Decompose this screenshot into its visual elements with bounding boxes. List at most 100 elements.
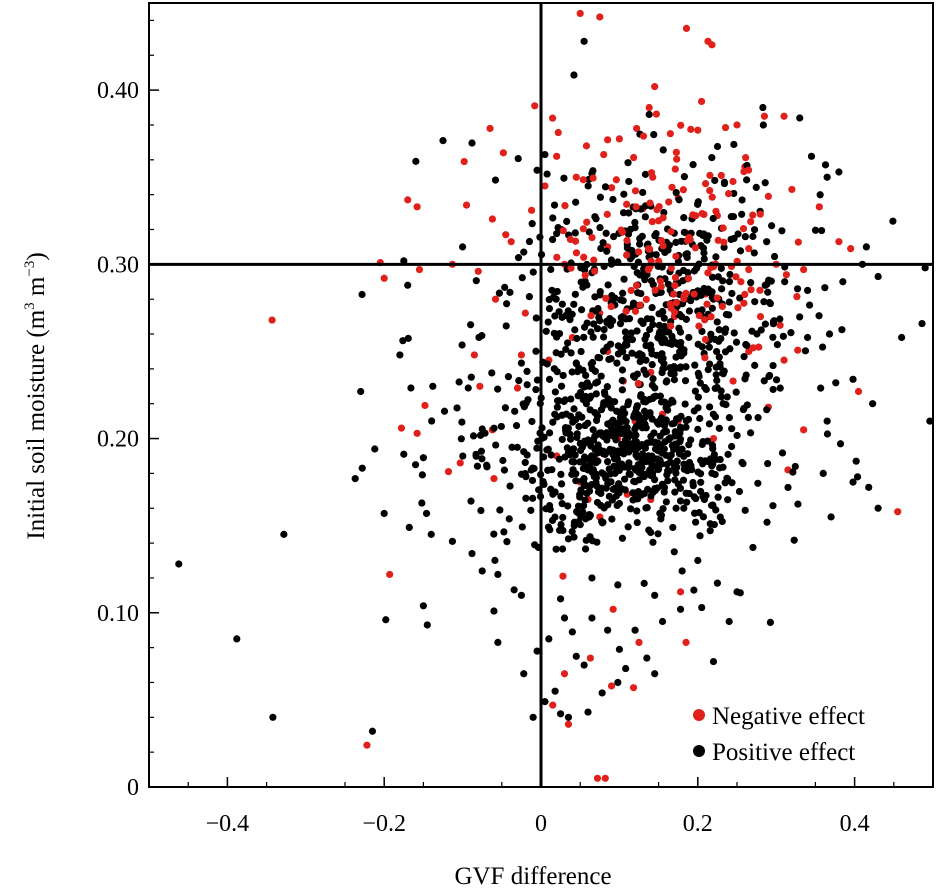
positive-effect-point [819, 343, 827, 351]
positive-effect-point [558, 545, 567, 553]
positive-effect-point [467, 497, 475, 505]
positive-effect-point [623, 338, 631, 346]
positive-effect-point [705, 420, 713, 428]
positive-effect-point [708, 273, 717, 281]
x-tick-label: 0.4 [840, 811, 870, 837]
positive-effect-point [548, 466, 556, 474]
positive-effect-point [649, 375, 657, 383]
positive-effect-point [515, 376, 523, 385]
positive-effect-point [823, 417, 831, 425]
negative-effect-point [747, 286, 755, 294]
positive-effect-point [558, 500, 566, 508]
positive-effect-point [684, 269, 692, 277]
positive-effect-point [670, 370, 678, 378]
positive-effect-point [280, 530, 288, 538]
positive-effect-point [720, 367, 728, 375]
positive-effect-point [680, 346, 688, 354]
positive-effect-point [663, 460, 671, 469]
negative-effect-point [553, 253, 561, 261]
negative-effect-point [704, 269, 712, 277]
negative-effect-point [502, 231, 510, 239]
negative-effect-point [490, 475, 498, 483]
positive-effect-point [694, 393, 702, 401]
positive-effect-point [503, 538, 511, 546]
negative-effect-point [560, 670, 569, 678]
legend: Negative effect Positive effect [693, 703, 865, 766]
negative-effect-point [651, 83, 659, 91]
positive-effect-point [518, 523, 526, 531]
positive-effect-point [564, 535, 573, 543]
positive-effect-point [523, 367, 531, 376]
positive-effect-point [614, 678, 622, 687]
negative-effect-point [667, 322, 675, 330]
positive-effect-point [704, 365, 712, 374]
negative-effect-point [734, 304, 742, 312]
positive-effect-point [779, 332, 787, 340]
negative-effect-point [635, 248, 643, 256]
negative-effect-point [645, 103, 653, 112]
positive-effect-point [720, 243, 728, 251]
positive-effect-point [590, 320, 598, 328]
positive-effect-point [772, 376, 781, 384]
positive-effect-point [728, 289, 736, 298]
positive-effect-point [610, 398, 619, 406]
positive-effect-point [558, 300, 566, 308]
positive-effect-point [584, 182, 592, 190]
positive-effect-point [478, 455, 486, 463]
negative-effect-point [706, 171, 714, 179]
positive-effect-point [558, 435, 566, 444]
negative-effect-point [517, 351, 526, 359]
positive-effect-point [676, 497, 685, 505]
positive-effect-point [621, 328, 629, 336]
positive-effect-point [823, 430, 832, 438]
legend-marker-negative [693, 709, 705, 721]
positive-effect-point [467, 321, 475, 329]
positive-effect-point [621, 475, 629, 483]
negative-effect-point [541, 182, 549, 190]
positive-effect-point [778, 227, 786, 235]
positive-effect-point [659, 146, 667, 154]
negative-effect-point [627, 286, 635, 295]
positive-effect-point [676, 364, 684, 372]
positive-effect-point [371, 445, 379, 453]
positive-effect-point [681, 400, 689, 408]
positive-effect-point [743, 176, 751, 184]
positive-effect-point [351, 475, 359, 483]
positive-effect-point [604, 281, 612, 289]
positive-effect-point [581, 545, 590, 553]
positive-effect-point [570, 405, 578, 413]
positive-effect-point [691, 387, 700, 395]
positive-effect-point [680, 460, 688, 468]
positive-effect-point [597, 372, 605, 380]
positive-effect-point [568, 457, 576, 466]
positive-effect-point [427, 530, 435, 538]
positive-effect-point [594, 441, 602, 449]
positive-effect-point [736, 247, 745, 255]
positive-effect-point [544, 523, 553, 531]
positive-effect-point [640, 366, 648, 374]
positive-effect-point [763, 518, 771, 526]
positive-effect-point [689, 161, 697, 169]
positive-effect-point [763, 406, 771, 414]
negative-effect-point [657, 282, 665, 291]
negative-effect-point [703, 300, 711, 308]
positive-effect-point [557, 480, 566, 488]
positive-effect-point [825, 330, 834, 338]
x-tick-label: 0.2 [683, 811, 713, 837]
positive-effect-point [614, 581, 622, 589]
negative-effect-point [780, 112, 788, 120]
positive-effect-point [721, 328, 729, 336]
positive-effect-point [698, 327, 706, 336]
positive-effect-point [358, 464, 366, 472]
positive-effect-point [631, 626, 639, 634]
positive-effect-point [603, 383, 611, 391]
positive-effect-point [457, 435, 465, 443]
positive-effect-point [821, 161, 830, 169]
positive-effect-point [499, 456, 507, 465]
positive-effect-point [545, 304, 554, 313]
positive-effect-point [730, 140, 738, 149]
positive-effect-point [625, 177, 633, 186]
positive-effect-point [733, 431, 741, 440]
positive-effect-point [490, 530, 498, 538]
negative-effect-point [793, 293, 801, 301]
